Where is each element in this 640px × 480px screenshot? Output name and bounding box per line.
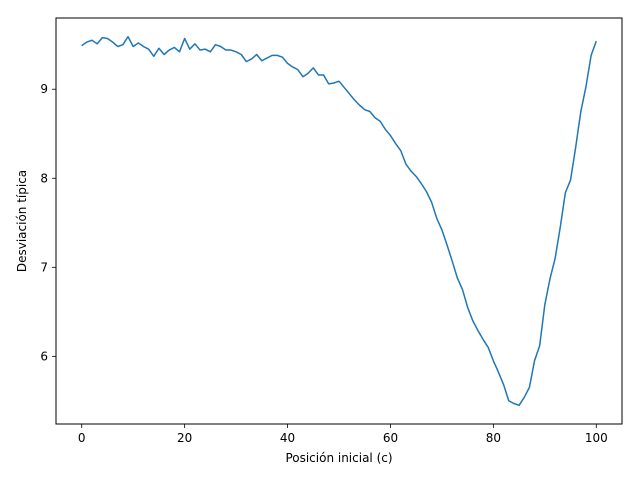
x-tick-label: 20 — [177, 431, 192, 445]
y-tick-label: 8 — [40, 171, 48, 185]
x-tick-label: 80 — [486, 431, 501, 445]
x-tick-label: 60 — [383, 431, 398, 445]
y-axis-label: Desviación típica — [15, 170, 29, 272]
y-tick-label: 9 — [40, 82, 48, 96]
y-tick-label: 7 — [40, 260, 48, 274]
plot-frame — [55, 17, 623, 425]
y-axis: 6 7 8 9 — [40, 82, 56, 363]
y-tick-label: 6 — [40, 349, 48, 363]
series-layer — [81, 35, 597, 407]
x-axis-label: Posición inicial (c) — [285, 451, 392, 465]
x-tick-label: 40 — [280, 431, 295, 445]
x-tick-label: 100 — [585, 431, 608, 445]
x-tick-label: 0 — [78, 431, 86, 445]
x-axis: 0 20 40 60 80 100 — [78, 424, 608, 445]
series-line-0 — [81, 35, 597, 407]
